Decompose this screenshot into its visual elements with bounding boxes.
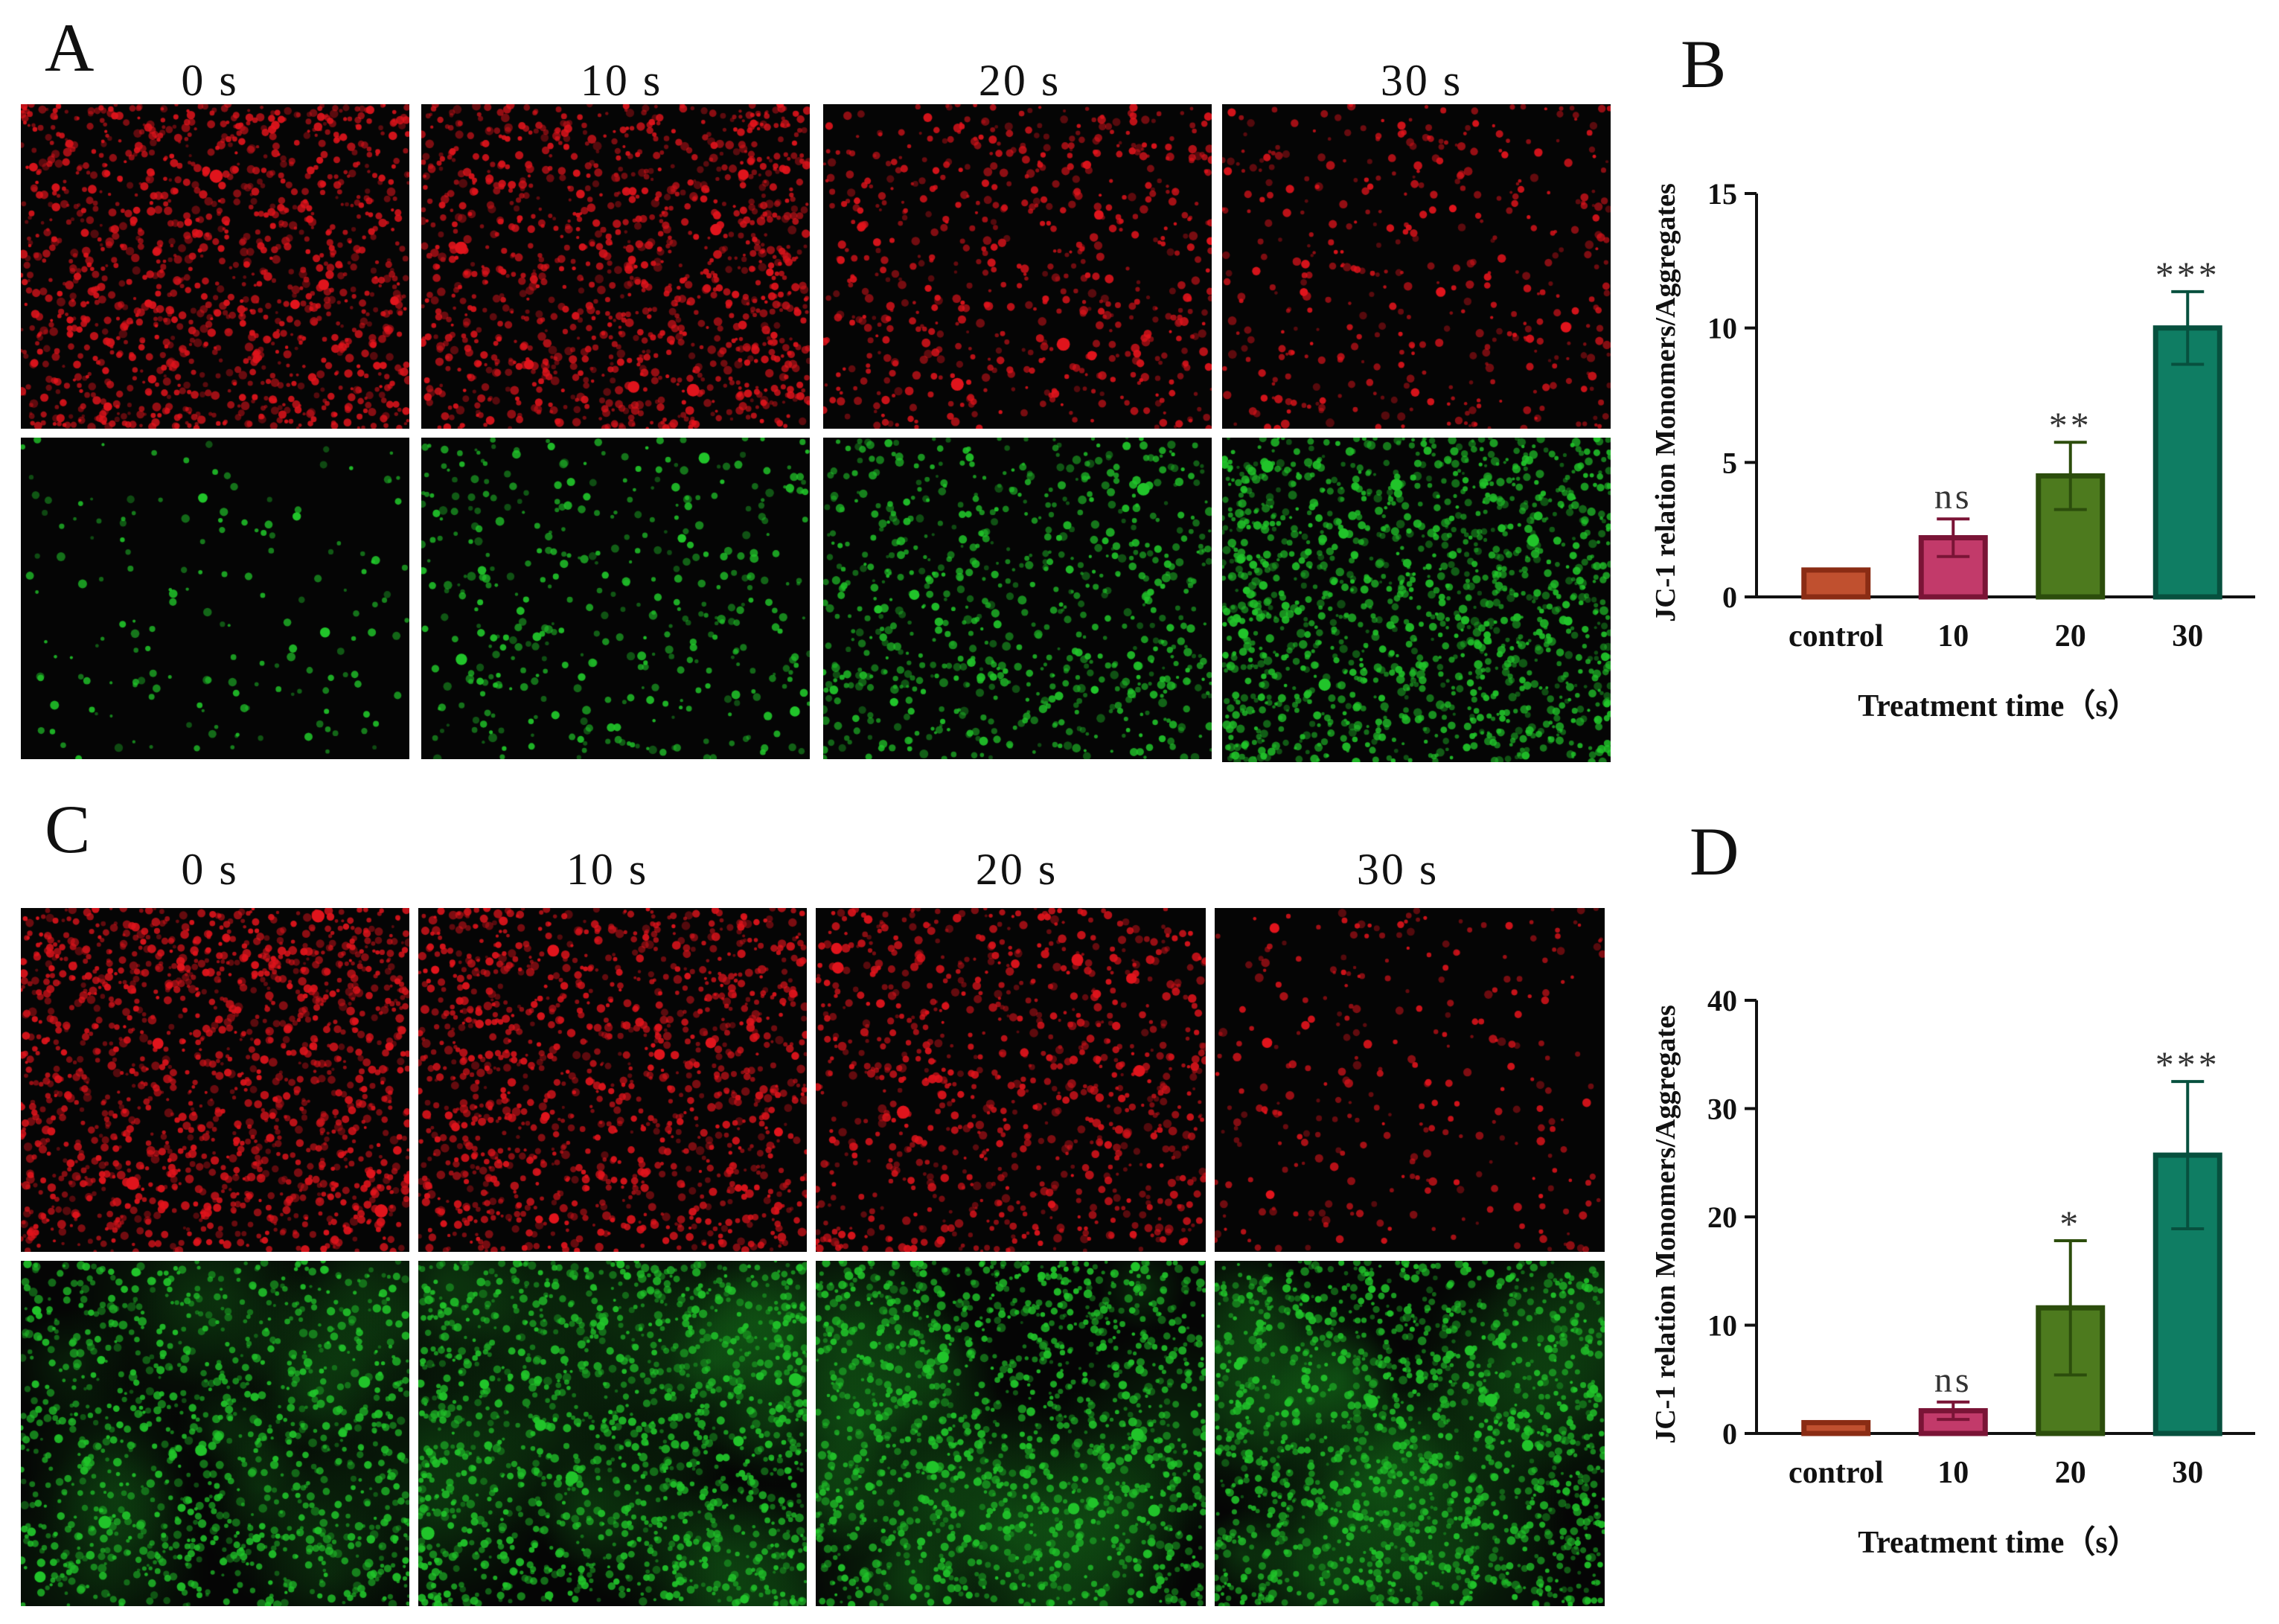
micrograph-a-red-20s (823, 104, 1212, 429)
chart-b-ytick-label-1: 5 (1722, 446, 1737, 479)
chart-b-x-axis-label: Treatment time（s） (1858, 688, 2139, 723)
chart-d: 0 10 20 30 40 control ns 10 * 20 *** 30 Treatment ti… (1650, 953, 2263, 1608)
micrograph-c-red-0s (21, 908, 409, 1252)
chart-b-xtick-label-1: 10 (1937, 619, 1969, 653)
chart-b-xtick-label-0: control (1789, 619, 1884, 653)
chart-d-xtick-label-0: control (1789, 1456, 1884, 1490)
panel-c-label-30s: 30 s (1356, 845, 1439, 894)
chart-b: 0 5 10 15 control ns 10 ** 20 *** 30 Treatment time… (1650, 119, 2263, 759)
chart-b-bar-3 (2152, 325, 2222, 600)
chart-d-ytick-label-1: 10 (1707, 1309, 1737, 1343)
chart-b-ytick-label-2: 10 (1707, 312, 1737, 345)
chart-d-x-axis-label: Treatment time（s） (1858, 1525, 2139, 1560)
panel-a-label-30s: 30 s (1380, 56, 1463, 105)
micrograph-c-green-30s (1215, 1261, 1605, 1606)
micrograph-c-green-20s (816, 1261, 1206, 1606)
chart-b-ytick-label-0: 0 (1722, 581, 1737, 614)
chart-d-bar-0 (1801, 1419, 1871, 1436)
panel-c-label-10s: 10 s (566, 845, 649, 894)
chart-d-y-axis-label: JC-1 relation Monomers/Aggregates (1650, 1005, 1681, 1444)
panel-a-label-10s: 10 s (580, 56, 663, 105)
chart-d-svg: 0 10 20 30 40 control ns 10 * 20 *** 30 Treatment ti… (1650, 984, 2255, 1560)
panel-a-label-20s: 20 s (978, 56, 1061, 105)
micrograph-c-red-30s (1215, 908, 1605, 1252)
chart-d-xtick-label-1: 10 (1937, 1456, 1969, 1490)
chart-b-y-axis-label: JC-1 relation Monomers/Aggregates (1650, 183, 1681, 622)
micrograph-a-green-10s (421, 438, 810, 759)
chart-d-sig-2: * (2059, 1203, 2081, 1244)
micrograph-c-red-10s (418, 908, 807, 1252)
chart-d-xtick-label-3: 30 (2172, 1456, 2203, 1490)
micrograph-a-red-30s (1222, 104, 1611, 429)
chart-d-sig-1: ns (1934, 1361, 1972, 1400)
chart-b-ytick-label-3: 15 (1707, 177, 1737, 211)
chart-b-bar-0 (1801, 567, 1871, 600)
micrograph-a-green-30s (1222, 438, 1611, 762)
panel-letter-b: B (1681, 26, 1727, 102)
micrograph-a-green-20s (823, 438, 1212, 759)
chart-b-xtick-label-2: 20 (2055, 619, 2086, 653)
panel-letter-a: A (45, 10, 95, 86)
chart-d-sig-3: *** (2155, 1043, 2220, 1085)
panel-c-label-20s: 20 s (975, 845, 1058, 894)
micrograph-a-red-10s (421, 104, 810, 429)
chart-d-ytick-label-2: 20 (1707, 1201, 1737, 1234)
chart-d-ytick-label-0: 0 (1722, 1417, 1737, 1451)
chart-b-sig-2: ** (2049, 404, 2092, 446)
micrograph-a-red-0s (21, 104, 409, 429)
panel-letter-c: C (45, 791, 91, 867)
micrograph-c-red-20s (816, 908, 1206, 1252)
chart-b-sig-1: ns (1934, 477, 1972, 517)
micrograph-c-green-0s (21, 1261, 409, 1606)
chart-d-ytick-label-3: 30 (1707, 1093, 1737, 1126)
panel-c-label-0s: 0 s (181, 845, 239, 894)
chart-d-xtick-label-2: 20 (2055, 1456, 2086, 1490)
panel-letter-d: D (1690, 813, 1739, 889)
micrograph-c-green-10s (418, 1261, 807, 1606)
chart-b-sig-3: *** (2155, 254, 2220, 295)
micrograph-a-green-0s (21, 438, 409, 759)
panel-a-label-0s: 0 s (181, 56, 239, 105)
chart-d-bar-1 (1918, 1407, 1988, 1436)
chart-d-ytick-label-4: 40 (1707, 984, 1737, 1017)
chart-b-svg: 0 5 10 15 control ns 10 ** 20 *** 30 Treatment time… (1650, 177, 2255, 723)
chart-b-xtick-label-3: 30 (2172, 619, 2203, 653)
